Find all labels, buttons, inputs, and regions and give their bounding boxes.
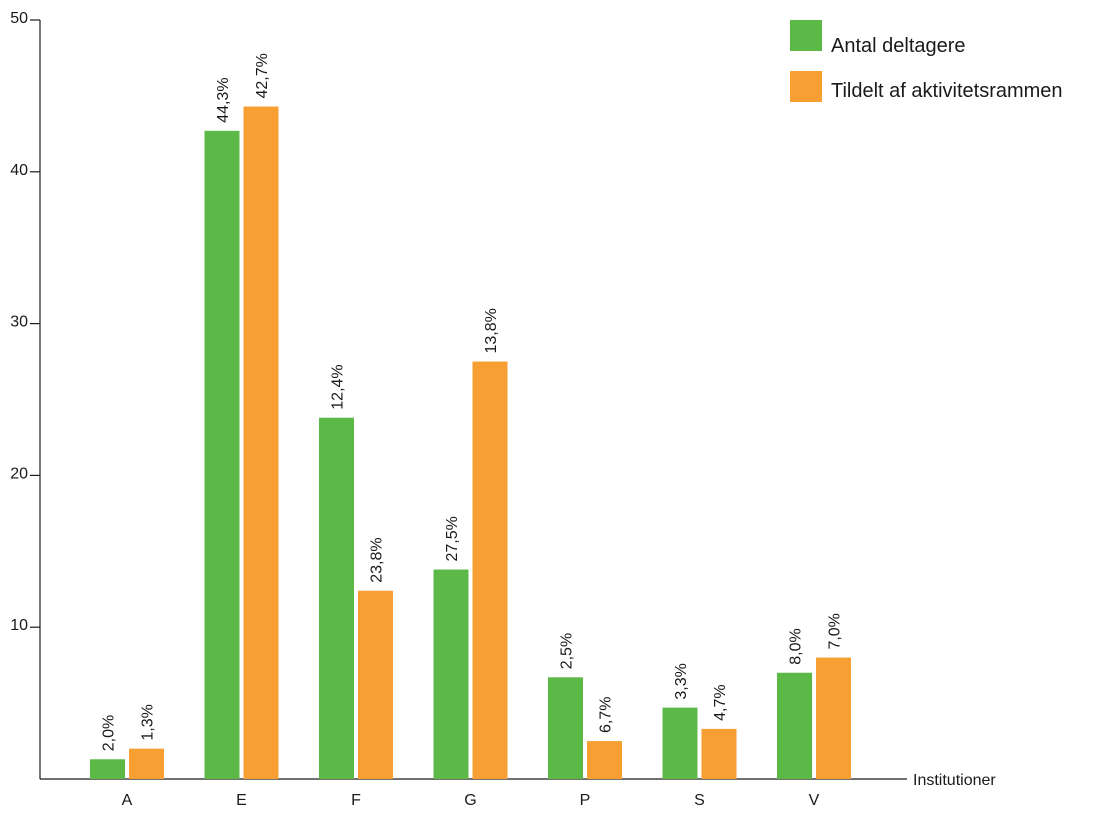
y-tick-label-10: 10 bbox=[10, 617, 28, 634]
data-label-p-series-0: 2,5% bbox=[559, 633, 576, 669]
y-tick-label-50: 50 bbox=[10, 10, 28, 27]
bar-p-series-0 bbox=[548, 677, 583, 779]
y-ticks: 10 20 30 40 50 bbox=[10, 10, 40, 634]
legend-swatch-antal-deltagere bbox=[790, 20, 822, 51]
data-label-s-series-0: 3,3% bbox=[673, 663, 690, 699]
bar-a-series-0 bbox=[90, 759, 125, 779]
data-label-a-series-0: 2,0% bbox=[101, 715, 118, 751]
data-label-v-series-1: 7,0% bbox=[827, 613, 844, 649]
x-axis: Institutioner A E F G P S V bbox=[40, 772, 996, 809]
x-tick-label-g: G bbox=[464, 792, 476, 809]
legend-label-antal-deltagere: Antal deltagere bbox=[831, 35, 966, 57]
legend-label-tildelt-af-aktivitetsrammen: Tildelt af aktivitetsrammen bbox=[831, 80, 1063, 102]
legend: Antal deltagere Tildelt af aktivitetsram… bbox=[790, 20, 1063, 102]
bar-g-series-0 bbox=[433, 569, 469, 779]
data-label-f-series-1: 23,8% bbox=[369, 537, 386, 582]
bar-e-series-0 bbox=[204, 130, 240, 780]
bars: 2,0% 1,3% 44,3% 42,7% 12,4% 23,8% 27,5% 13,8% 2,… bbox=[90, 53, 851, 780]
bar-p-series-1 bbox=[587, 741, 622, 779]
x-tick-label-f: F bbox=[351, 792, 361, 809]
bar-e-series-1 bbox=[243, 106, 279, 779]
bar-f-series-0 bbox=[319, 417, 354, 779]
bar-g-series-1 bbox=[472, 361, 508, 779]
data-label-e-series-1: 42,7% bbox=[254, 53, 271, 98]
data-label-g-series-1: 13,8% bbox=[483, 308, 500, 353]
data-label-s-series-1: 4,7% bbox=[712, 684, 729, 720]
y-tick-label-30: 30 bbox=[10, 314, 28, 331]
data-label-e-series-0: 44,3% bbox=[215, 77, 232, 122]
x-tick-label-a: A bbox=[122, 792, 133, 809]
bar-f-series-1 bbox=[358, 590, 393, 779]
bar-s-series-0 bbox=[662, 707, 698, 779]
x-axis-title: Institutioner bbox=[913, 772, 996, 789]
bar-a-series-1 bbox=[129, 748, 164, 779]
data-label-g-series-0: 27,5% bbox=[444, 516, 461, 561]
y-tick-label-40: 40 bbox=[10, 162, 28, 179]
x-tick-label-v: V bbox=[809, 792, 820, 809]
data-label-f-series-0: 12,4% bbox=[330, 364, 347, 409]
legend-swatch-tildelt-af-aktivitetsrammen bbox=[790, 71, 822, 102]
x-tick-label-s: S bbox=[694, 792, 705, 809]
bar-v-series-0 bbox=[777, 672, 812, 779]
x-tick-label-e: E bbox=[236, 792, 247, 809]
data-label-p-series-1: 6,7% bbox=[598, 697, 615, 733]
y-tick-label-20: 20 bbox=[10, 465, 28, 482]
x-tick-label-p: P bbox=[580, 792, 591, 809]
data-label-a-series-1: 1,3% bbox=[140, 704, 157, 740]
y-axis: 10 20 30 40 50 bbox=[10, 10, 41, 779]
bar-v-series-1 bbox=[816, 657, 851, 779]
data-label-v-series-0: 8,0% bbox=[788, 628, 805, 664]
bar-s-series-1 bbox=[701, 728, 737, 779]
